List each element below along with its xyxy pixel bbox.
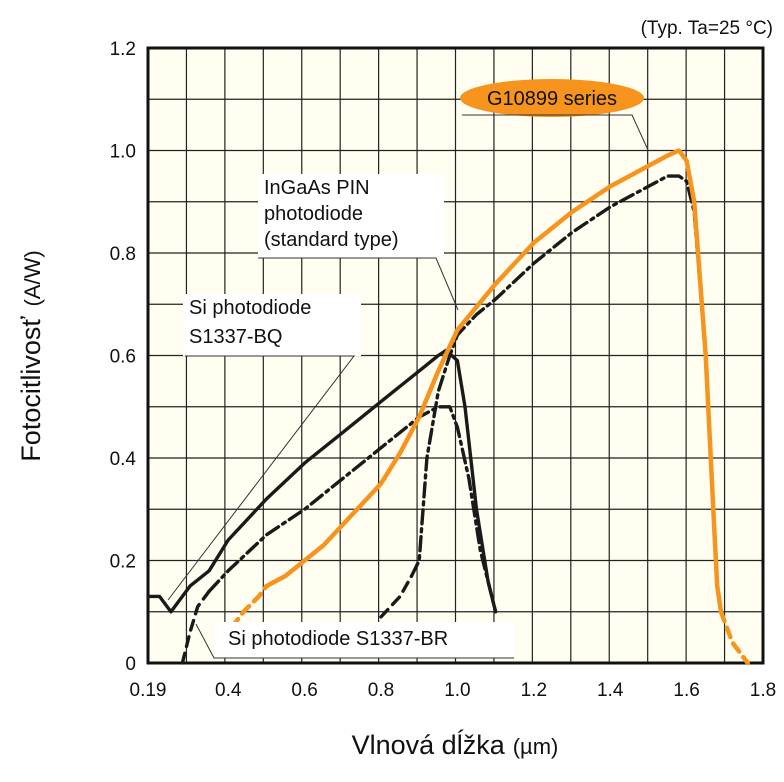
grid	[148, 48, 763, 663]
x-tick-label: 0.19	[130, 680, 167, 701]
x-tick-label: 1.4	[597, 680, 624, 701]
y-tick-label: 0.6	[110, 347, 136, 368]
br-leader	[195, 623, 514, 659]
y-tick-label: 0	[125, 654, 136, 675]
y-axis-title-text: Fotocitlivosť	[16, 316, 46, 462]
bq-leader	[167, 355, 356, 601]
ingaas-label-line2: photodiode	[264, 203, 363, 225]
series-line	[146, 348, 498, 614]
x-tick-label: 0.4	[215, 680, 242, 701]
x-tick-label: 1.2	[521, 680, 547, 701]
y-axis-title: Fotocitlivosť (A/W)	[16, 250, 46, 461]
x-tick-label: 1.0	[444, 680, 470, 701]
x-axis-title: Vlnová dĺžka (µm)	[352, 729, 559, 760]
annotations: G10899 series InGaAs PIN photodiode (sta…	[167, 79, 649, 659]
series-line	[180, 589, 211, 665]
x-axis-unit: (µm)	[513, 734, 559, 759]
y-axis-unit: (A/W)	[20, 250, 45, 306]
ingaas-leader	[258, 257, 459, 311]
plot-frame	[146, 46, 765, 665]
bq-label-line1: Si photodiode	[189, 297, 311, 319]
series-g10899-series	[229, 148, 750, 666]
y-tick-label: 0.8	[110, 244, 136, 265]
br-label-bg	[214, 622, 514, 658]
tick-labels: 0.19 0.4 0.6 0.8 1.0 1.2 1.4 1.6 1.8 0 0.2 0.4 0.6 0.…	[110, 39, 777, 701]
series-si-photodiode-s1337-bq	[146, 348, 498, 614]
series-line	[379, 574, 414, 619]
g10899-leader	[462, 114, 649, 151]
g10899-label: G10899 series	[487, 88, 617, 110]
br-label: Si photodiode S1337-BR	[228, 628, 448, 650]
y-tick-label: 1.0	[110, 142, 136, 163]
condition-note: (Typ. Ta=25 °C)	[641, 18, 773, 39]
series-line	[264, 148, 724, 615]
g10899-label-badge	[460, 79, 644, 117]
y-tick-label: 0.4	[110, 449, 137, 470]
x-tick-label: 0.6	[291, 680, 317, 701]
y-tick-label: 0.2	[110, 552, 136, 573]
ingaas-label-bg	[258, 174, 444, 258]
x-tick-label: 1.6	[673, 680, 699, 701]
bq-label-line2: S1337-BQ	[189, 326, 282, 348]
series-line	[718, 609, 750, 666]
bq-label-bg	[183, 294, 361, 356]
x-tick-label: 0.8	[368, 680, 394, 701]
series-layer	[146, 148, 750, 666]
y-tick-label: 1.2	[110, 39, 136, 60]
x-tick-label: 1.8	[750, 680, 776, 701]
series-line	[229, 583, 269, 630]
x-axis-title-text: Vlnová dĺžka	[352, 729, 506, 760]
ingaas-label-line3: (standard type)	[264, 229, 399, 251]
ingaas-label-line1: InGaAs PIN	[264, 177, 370, 199]
